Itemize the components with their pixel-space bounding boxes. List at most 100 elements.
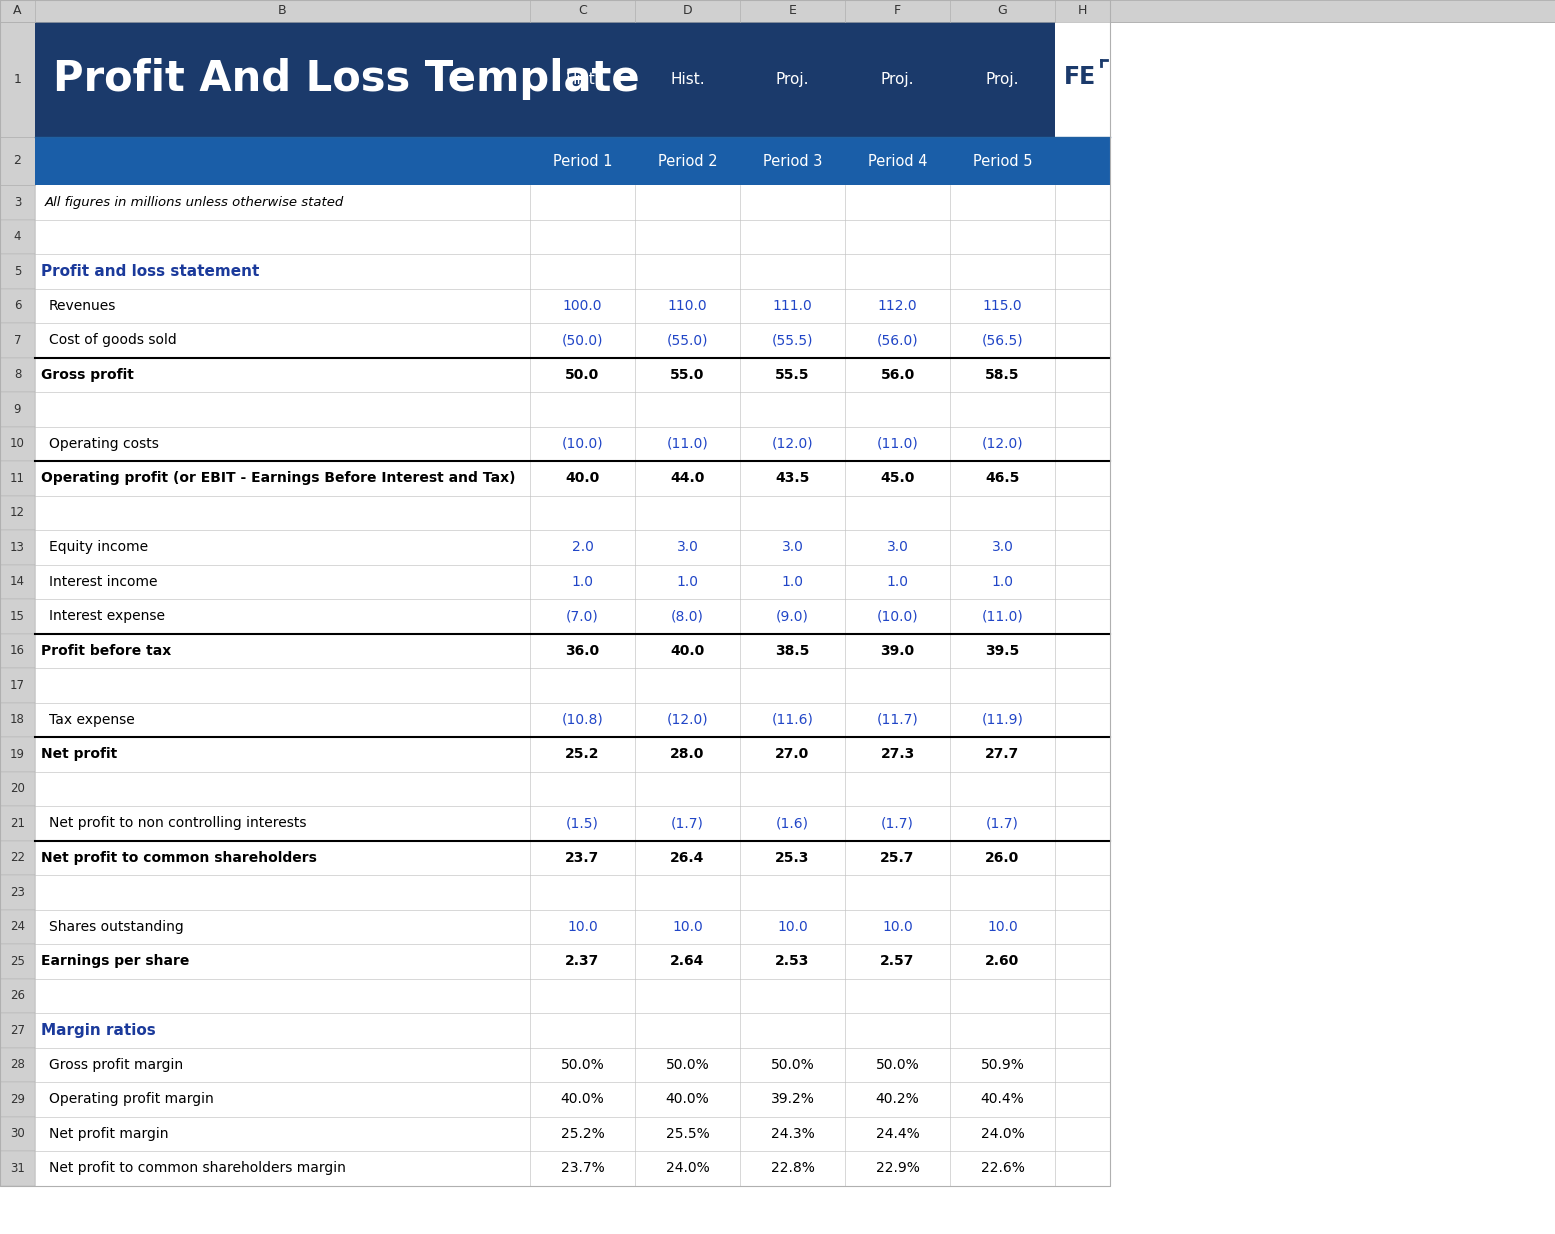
Bar	[36, 220, 1110, 254]
Bar	[0, 1117, 36, 1151]
Bar	[0, 289, 36, 323]
Text: Gross profit: Gross profit	[40, 368, 134, 381]
Bar	[36, 1117, 1110, 1151]
Bar	[0, 185, 36, 220]
Text: 13: 13	[9, 540, 25, 554]
Text: (1.7): (1.7)	[882, 816, 914, 830]
Text: 3.0: 3.0	[886, 540, 908, 554]
Text: (11.7): (11.7)	[877, 713, 919, 727]
Text: 39.0: 39.0	[880, 644, 914, 658]
Text: 50.9%: 50.9%	[981, 1058, 1025, 1072]
Text: 1.0: 1.0	[886, 575, 908, 589]
Bar	[0, 944, 36, 979]
Text: (11.0): (11.0)	[877, 437, 919, 450]
Text: Operating costs: Operating costs	[50, 437, 159, 450]
Text: 16: 16	[9, 644, 25, 658]
Text: 26.0: 26.0	[986, 850, 1020, 865]
Bar	[36, 289, 1110, 323]
Text: 115.0: 115.0	[983, 299, 1022, 312]
Text: Interest expense: Interest expense	[50, 610, 165, 623]
Text: Net profit margin: Net profit margin	[50, 1127, 168, 1140]
Bar	[0, 392, 36, 427]
Bar	[0, 909, 36, 944]
Bar	[36, 979, 1110, 1013]
Bar	[0, 1082, 36, 1117]
Text: 36.0: 36.0	[566, 644, 600, 658]
Bar	[0, 427, 36, 462]
Text: 55.0: 55.0	[670, 368, 704, 381]
Bar	[36, 1048, 1110, 1082]
Text: 10.0: 10.0	[778, 919, 809, 934]
Text: 10.0: 10.0	[882, 919, 913, 934]
Bar	[36, 1151, 1110, 1186]
Bar	[36, 358, 1110, 392]
Text: 40.0%: 40.0%	[561, 1092, 605, 1106]
Bar	[0, 668, 36, 702]
Text: (12.0): (12.0)	[667, 713, 709, 727]
Bar	[36, 392, 1110, 427]
Text: 27.7: 27.7	[986, 748, 1020, 761]
Text: Period 3: Period 3	[764, 153, 823, 169]
Bar	[36, 875, 1110, 909]
Text: Tax expense: Tax expense	[50, 713, 135, 727]
Bar	[0, 22, 36, 137]
Bar	[36, 1013, 1110, 1048]
Text: 22: 22	[9, 851, 25, 864]
Text: Net profit to non controlling interests: Net profit to non controlling interests	[50, 816, 306, 830]
Text: 40.4%: 40.4%	[981, 1092, 1025, 1106]
Bar	[0, 702, 36, 737]
Text: 2.57: 2.57	[880, 954, 914, 969]
Bar	[0, 1048, 36, 1082]
Text: 24.4%: 24.4%	[875, 1127, 919, 1140]
Text: (9.0): (9.0)	[776, 610, 809, 623]
Text: 25.2%: 25.2%	[561, 1127, 605, 1140]
Bar	[0, 840, 36, 875]
Text: 50.0%: 50.0%	[771, 1058, 815, 1072]
Bar	[36, 22, 1054, 137]
Bar	[36, 668, 1110, 702]
Text: 23.7: 23.7	[566, 850, 600, 865]
Text: 50.0%: 50.0%	[666, 1058, 709, 1072]
Text: 22.9%: 22.9%	[875, 1161, 919, 1175]
Text: 50.0%: 50.0%	[875, 1058, 919, 1072]
Text: 8: 8	[14, 368, 22, 381]
Text: Proj.: Proj.	[880, 72, 914, 88]
Bar	[36, 185, 1110, 220]
Text: 19: 19	[9, 748, 25, 760]
Text: 1.0: 1.0	[782, 575, 804, 589]
Text: 27.0: 27.0	[776, 748, 810, 761]
Text: Period 4: Period 4	[868, 153, 927, 169]
Bar	[36, 427, 1110, 462]
Bar	[0, 529, 36, 564]
Text: 43.5: 43.5	[776, 471, 810, 485]
Text: FE: FE	[1064, 64, 1096, 89]
Text: (12.0): (12.0)	[771, 437, 813, 450]
Text: 40.2%: 40.2%	[875, 1092, 919, 1106]
Bar	[0, 737, 36, 771]
Text: Period 2: Period 2	[658, 153, 717, 169]
Text: (55.5): (55.5)	[771, 333, 813, 347]
Text: (10.8): (10.8)	[561, 713, 603, 727]
Text: Period 5: Period 5	[973, 153, 1033, 169]
Text: 9: 9	[14, 402, 22, 416]
Text: 1.0: 1.0	[572, 575, 594, 589]
Text: 24.3%: 24.3%	[771, 1127, 815, 1140]
Text: Equity income: Equity income	[50, 540, 148, 554]
Bar	[36, 496, 1110, 529]
Text: 30: 30	[11, 1127, 25, 1140]
Text: 44.0: 44.0	[670, 471, 704, 485]
Text: Net profit to common shareholders: Net profit to common shareholders	[40, 850, 317, 865]
Text: 26: 26	[9, 990, 25, 1002]
Text: 46.5: 46.5	[986, 471, 1020, 485]
Text: 3.0: 3.0	[782, 540, 804, 554]
Text: 38.5: 38.5	[776, 644, 810, 658]
Bar	[0, 220, 36, 254]
Text: 25.7: 25.7	[880, 850, 914, 865]
Text: Period 1: Period 1	[552, 153, 613, 169]
Text: Hist.: Hist.	[564, 72, 600, 88]
Text: 40.0: 40.0	[670, 644, 704, 658]
Text: 22.6%: 22.6%	[981, 1161, 1025, 1175]
Text: (11.0): (11.0)	[667, 437, 709, 450]
Text: 25.5%: 25.5%	[666, 1127, 709, 1140]
Text: 40.0: 40.0	[566, 471, 600, 485]
